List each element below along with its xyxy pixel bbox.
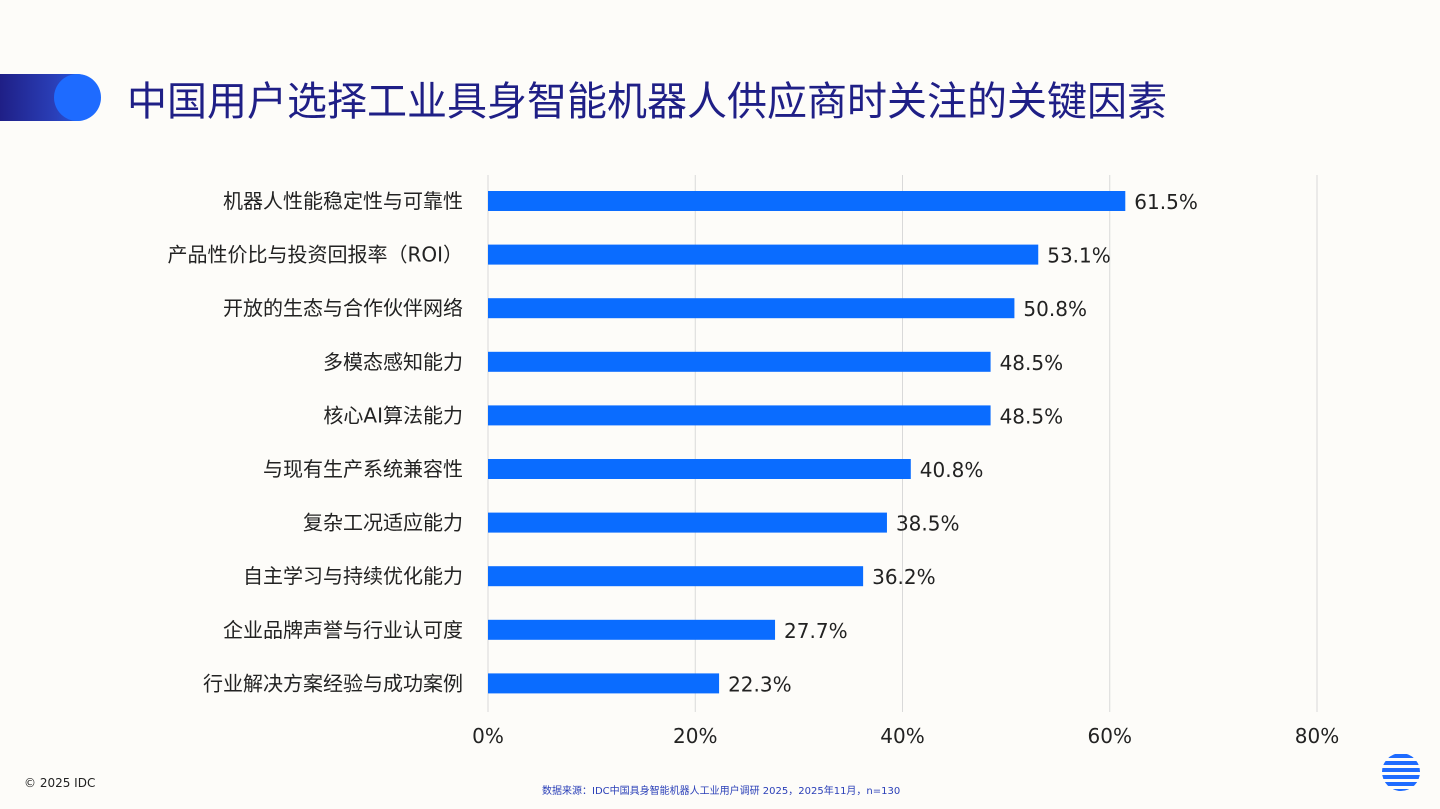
bar-2 (488, 298, 1015, 319)
idc-logo-icon (1382, 754, 1420, 791)
value-label-1: 53.1% (1047, 244, 1111, 268)
value-label-9: 22.3% (728, 672, 792, 696)
bar-6 (488, 512, 887, 533)
bar-9 (488, 673, 720, 694)
chart-value-labels: 61.5% 53.1% 50.8% 48.5% 48.5% 40.8% 38.5% 36.2%… (728, 190, 1198, 696)
value-label-7: 36.2% (872, 565, 936, 589)
bar-7 (488, 566, 864, 587)
value-label-6: 38.5% (896, 512, 960, 536)
bar-5 (488, 459, 911, 479)
category-label-9: 行业解决方案经验与成功案例 (203, 671, 463, 695)
value-label-8: 27.7% (784, 619, 848, 643)
category-label-4: 核心AI算法能力 (323, 403, 463, 427)
category-label-6: 复杂工况适应能力 (303, 511, 463, 535)
copyright-text: © 2025 IDC (24, 776, 96, 790)
chart-x-axis-ticks: 0% 20% 40% 60% 80% (472, 724, 1339, 748)
title-accent-dot (54, 74, 101, 121)
x-tick-label-40: 40% (880, 724, 924, 748)
x-tick-label-20: 20% (673, 724, 717, 748)
value-label-2: 50.8% (1023, 297, 1087, 321)
bar-1 (488, 244, 1039, 265)
x-tick-label-80: 80% (1295, 724, 1339, 748)
category-label-2: 开放的生态与合作伙伴网络 (223, 296, 463, 320)
bar-0 (488, 191, 1126, 211)
value-label-5: 40.8% (920, 458, 984, 482)
page-title: 中国用户选择工业具身智能机器人供应商时关注的关键因素 (127, 79, 1167, 125)
category-label-7: 自主学习与持续优化能力 (243, 564, 463, 588)
category-label-5: 与现有生产系统兼容性 (263, 457, 463, 481)
category-label-8: 企业品牌声誉与行业认可度 (223, 618, 463, 642)
category-label-0: 机器人性能稳定性与可靠性 (223, 189, 463, 213)
chart-bars (488, 191, 1126, 694)
value-label-0: 61.5% (1134, 190, 1198, 214)
x-tick-label-0: 0% (472, 724, 504, 748)
value-label-3: 48.5% (1000, 351, 1064, 375)
bar-8 (488, 619, 776, 640)
category-label-1: 产品性价比与投资回报率（ROI） (167, 243, 463, 267)
x-tick-label-60: 60% (1088, 724, 1132, 748)
source-note: 数据来源：IDC中国具身智能机器人工业用户调研 2025，2025年11月，n=… (542, 786, 901, 797)
bar-3 (488, 351, 991, 372)
bar-4 (488, 405, 991, 426)
category-label-3: 多模态感知能力 (323, 350, 463, 374)
value-label-4: 48.5% (1000, 404, 1064, 428)
